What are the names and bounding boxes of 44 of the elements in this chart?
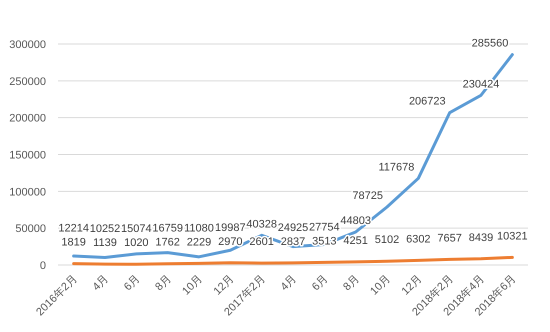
data-label: 1139 xyxy=(93,237,117,250)
data-label: 12214 xyxy=(58,222,89,235)
x-tick-label: 6月 xyxy=(122,272,142,294)
data-label: 206723 xyxy=(408,96,446,108)
data-label: 11080 xyxy=(184,222,214,234)
y-tick-label: 250000 xyxy=(9,76,46,88)
data-label: 19987 xyxy=(215,222,246,234)
data-label: 78725 xyxy=(352,190,383,202)
data-label: 24925 xyxy=(278,222,308,234)
x-tick-label: 12月 xyxy=(212,272,236,298)
x-tick-label: 6月 xyxy=(310,272,330,294)
data-label: 117678 xyxy=(378,161,414,174)
data-label: 10252 xyxy=(90,223,120,236)
y-tick-label: 150000 xyxy=(9,150,46,162)
data-label: 15074 xyxy=(121,223,152,236)
data-label: 16759 xyxy=(152,222,183,235)
data-label: 285560 xyxy=(472,38,508,50)
data-label: 10321 xyxy=(497,230,528,242)
data-label: 6302 xyxy=(406,233,431,246)
data-label: 2601 xyxy=(249,236,274,248)
y-tick-label: 200000 xyxy=(9,112,46,125)
x-tick-label: 10月 xyxy=(180,272,206,298)
y-tick-label: 100000 xyxy=(9,186,46,198)
x-tick-label: 4月 xyxy=(90,272,112,294)
data-label: 2970 xyxy=(218,236,243,248)
data-label: 1020 xyxy=(124,237,149,250)
data-label: 1762 xyxy=(155,236,180,249)
data-label: 5102 xyxy=(374,234,400,246)
data-label: 7657 xyxy=(437,232,462,244)
line-series xyxy=(72,256,514,266)
data-label: 27754 xyxy=(309,221,340,234)
x-tick-label: 12月 xyxy=(400,272,424,298)
x-tick-label: 8月 xyxy=(341,272,362,294)
data-label: 2229 xyxy=(186,236,212,248)
x-tick-label: 8月 xyxy=(153,272,174,294)
data-label: 8439 xyxy=(468,232,494,244)
x-tick-label: 4月 xyxy=(278,272,300,294)
x-tick-label: 10月 xyxy=(368,272,394,298)
data-label: 40328 xyxy=(246,218,277,230)
y-tick-label: 0 xyxy=(40,260,46,272)
data-label: 1819 xyxy=(61,236,86,249)
data-label: 4251 xyxy=(343,234,368,247)
y-tick-label: 50000 xyxy=(15,223,46,236)
y-tick-label: 300000 xyxy=(9,39,46,51)
